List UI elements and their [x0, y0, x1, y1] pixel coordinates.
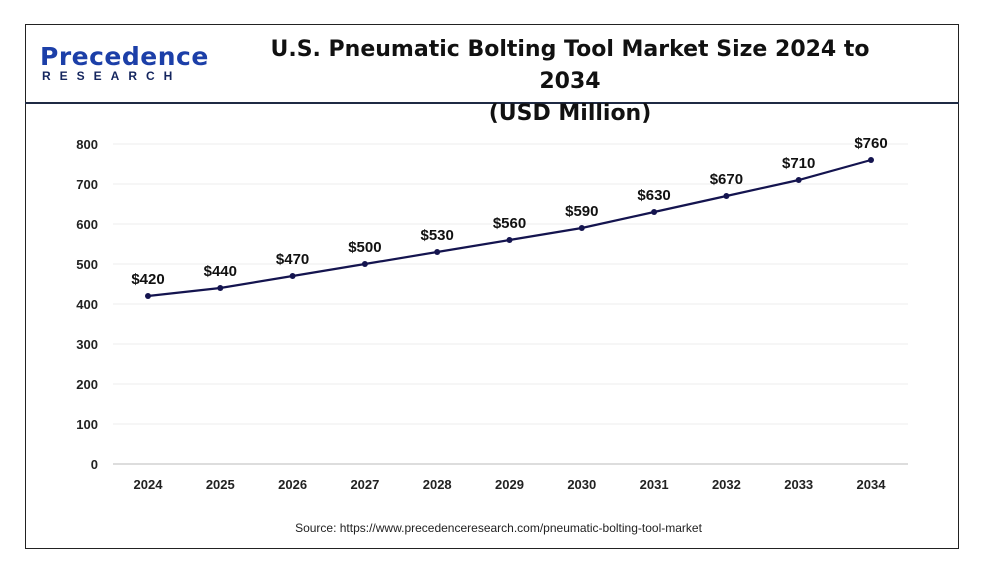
data-label: $590: [565, 203, 598, 220]
x-tick-label: 2027: [350, 477, 379, 492]
data-label: $630: [637, 187, 670, 204]
data-point: [145, 293, 151, 299]
data-label: $420: [131, 271, 164, 288]
data-point: [506, 237, 513, 243]
data-point: [723, 193, 730, 199]
x-tick-label: 2033: [784, 477, 813, 492]
y-tick-label: 200: [76, 377, 98, 392]
data-label: $670: [710, 171, 743, 188]
header-divider: [25, 102, 959, 104]
x-tick-label: 2030: [567, 477, 596, 492]
data-point: [289, 273, 296, 279]
data-label: $530: [421, 227, 454, 244]
y-tick-label: 500: [76, 257, 98, 272]
x-tick-label: 2034: [857, 477, 887, 492]
chart-title: U.S. Pneumatic Bolting Tool Market Size …: [240, 34, 900, 130]
title-line-1: U.S. Pneumatic Bolting Tool Market Size …: [270, 37, 870, 94]
data-label: $710: [782, 155, 815, 172]
x-tick-label: 2032: [712, 477, 741, 492]
logo-word: Precedence: [40, 42, 209, 71]
data-label: $560: [493, 215, 526, 232]
data-point: [434, 249, 441, 255]
data-point: [361, 261, 368, 267]
data-label: $440: [204, 263, 237, 280]
x-tick-label: 2028: [423, 477, 452, 492]
data-point: [578, 225, 585, 231]
logo-sub: RESEARCH: [42, 69, 182, 83]
x-tick-label: 2029: [495, 477, 524, 492]
data-point: [217, 285, 224, 291]
y-tick-label: 800: [76, 137, 98, 152]
y-tick-label: 300: [76, 337, 98, 352]
x-tick-label: 2031: [640, 477, 669, 492]
y-tick-label: 100: [76, 417, 98, 432]
source-note: Source: https://www.precedenceresearch.c…: [295, 521, 702, 535]
x-tick-label: 2025: [206, 477, 235, 492]
chart-frame: [25, 24, 959, 549]
y-tick-label: 600: [76, 217, 98, 232]
y-tick-label: 0: [91, 457, 98, 472]
x-tick-label: 2026: [278, 477, 307, 492]
data-point: [651, 209, 658, 215]
precedence-research-logo: Precedence RESEARCH: [40, 42, 209, 83]
data-label: $760: [854, 135, 887, 152]
x-tick-label: 2024: [134, 477, 164, 492]
data-point: [868, 157, 874, 163]
data-label: $470: [276, 251, 309, 268]
y-tick-label: 400: [76, 297, 98, 312]
title-line-2: (USD Million): [488, 101, 652, 126]
y-tick-label: 700: [76, 177, 98, 192]
data-label: $500: [348, 239, 381, 256]
data-point: [795, 177, 802, 183]
